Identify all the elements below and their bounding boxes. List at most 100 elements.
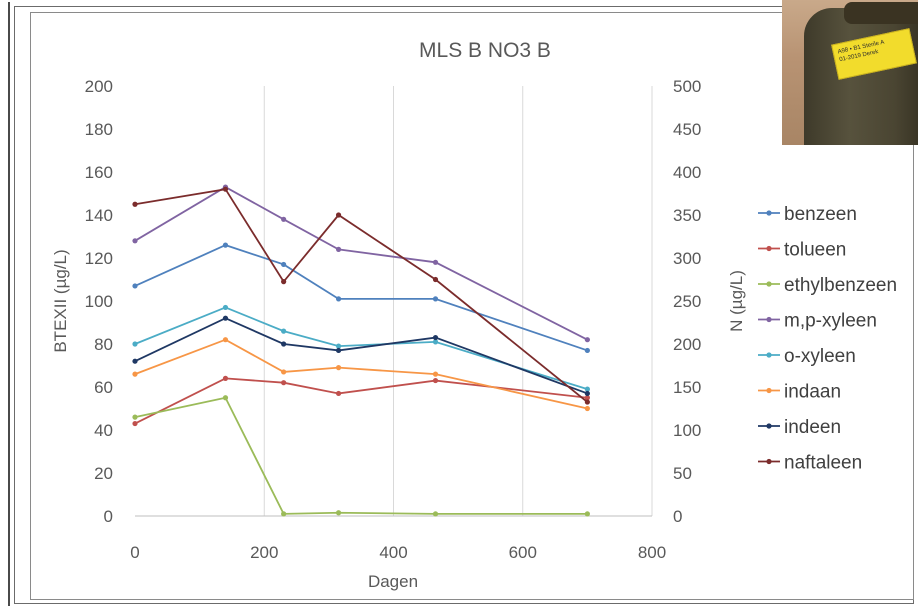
legend-marker-benzeen (766, 210, 772, 216)
legend-marker-m,p-xyleen (766, 316, 772, 323)
data-point-m,p-xyleen (281, 216, 287, 222)
data-point-ethylbenzeen (222, 395, 229, 401)
y2-axis-title: N (µg/L) (727, 270, 746, 332)
legend-marker-indeen (766, 423, 772, 429)
data-point-naftaleen (584, 399, 590, 405)
x-tick-label: 400 (379, 543, 407, 562)
data-point-naftaleen (132, 201, 138, 207)
legend-marker-tolueen (766, 245, 772, 252)
y-tick-label: 120 (85, 249, 113, 268)
data-point-benzeen (132, 283, 138, 289)
data-point-indeen (222, 315, 229, 321)
jar-label-text: A98 • B1 Sterile A 01-2019 Derek (837, 39, 885, 64)
data-point-indaan (432, 371, 439, 377)
data-point-benzeen (432, 296, 439, 302)
x-tick-label: 0 (130, 543, 139, 562)
y-tick-label: 0 (104, 507, 113, 526)
y-tick-label: 140 (85, 206, 113, 225)
y-tick-label: 180 (85, 120, 113, 139)
y-tick-label: 40 (94, 421, 113, 440)
data-point-o-xyleen (132, 341, 138, 347)
y-tick-label: 100 (85, 292, 113, 311)
legend-label: m,p-xyleen (784, 311, 877, 332)
y2-tick-label: 0 (673, 507, 682, 526)
data-point-indaan (132, 371, 138, 377)
y2-tick-label: 200 (673, 335, 701, 354)
data-point-indeen (584, 390, 590, 397)
legend-marker-o-xyleen (766, 352, 772, 358)
data-point-m,p-xyleen (584, 337, 590, 343)
series-line-indaan (134, 338, 588, 410)
series-line-o-xyleen (134, 306, 588, 391)
y-tick-label: 200 (85, 77, 113, 96)
slide-frame-inner (30, 12, 914, 600)
data-point-tolueen (132, 420, 138, 427)
y2-tick-label: 150 (673, 378, 701, 397)
data-point-naftaleen (281, 279, 287, 285)
y2-tick-label: 400 (673, 163, 701, 182)
series-line-tolueen (134, 377, 588, 425)
series-line-ethylbenzeen (134, 396, 588, 515)
jar-label: A98 • B1 Sterile A 01-2019 Derek (831, 28, 917, 80)
data-point-indaan (335, 365, 342, 371)
data-point-tolueen (222, 375, 229, 381)
data-point-indeen (281, 341, 287, 347)
y2-tick-label: 300 (673, 249, 701, 268)
data-point-o-xyleen (432, 339, 439, 345)
legend-label: o-xyleen (784, 346, 856, 367)
chart-title: MLS B NO3 B (419, 39, 551, 62)
data-point-m,p-xyleen (432, 259, 439, 265)
x-tick-label: 800 (638, 543, 666, 562)
data-point-ethylbenzeen (132, 414, 138, 420)
series-line-naftaleen (134, 188, 588, 403)
y-tick-label: 60 (94, 378, 113, 397)
x-axis-title: Dagen (368, 572, 418, 591)
data-point-o-xyleen (222, 304, 229, 311)
legend-label: indeen (784, 417, 841, 438)
data-point-naftaleen (222, 186, 229, 192)
y-tick-label: 80 (94, 335, 113, 354)
data-point-indaan (222, 337, 229, 343)
data-point-indaan (281, 369, 287, 375)
data-point-indeen (432, 334, 439, 341)
legend-marker-indaan (766, 387, 772, 394)
data-point-o-xyleen (584, 386, 590, 392)
data-point-benzeen (222, 242, 229, 248)
data-point-tolueen (432, 377, 439, 384)
data-point-indeen (132, 358, 138, 364)
data-point-m,p-xyleen (132, 238, 138, 244)
data-point-m,p-xyleen (335, 246, 342, 252)
jar-lid (844, 2, 918, 24)
y-tick-label: 160 (85, 163, 113, 182)
y2-tick-label: 250 (673, 292, 701, 311)
y2-tick-label: 50 (673, 464, 692, 483)
data-point-ethylbenzeen (335, 510, 342, 516)
series-line-m,p-xyleen (134, 186, 588, 341)
data-point-tolueen (281, 380, 287, 386)
data-point-ethylbenzeen (432, 511, 439, 517)
legend-marker-ethylbenzeen (766, 281, 772, 287)
x-tick-label: 200 (250, 543, 278, 562)
y2-tick-label: 100 (673, 421, 701, 440)
frame-left-bar (8, 2, 10, 606)
legend-label: indaan (784, 382, 841, 403)
data-point-naftaleen (432, 276, 439, 283)
series-line-benzeen (134, 244, 588, 352)
data-point-benzeen (281, 261, 287, 268)
legend-marker-naftaleen (766, 458, 772, 465)
sample-jar-photo: A98 • B1 Sterile A 01-2019 Derek (782, 0, 918, 145)
y-tick-label: 20 (94, 464, 113, 483)
data-point-o-xyleen (281, 328, 287, 334)
data-point-benzeen (584, 347, 590, 354)
data-point-ethylbenzeen (281, 511, 287, 517)
legend-label: ethylbenzeen (784, 275, 897, 296)
data-point-tolueen (584, 395, 590, 401)
data-point-naftaleen (335, 212, 342, 218)
legend-label: benzeen (784, 204, 857, 225)
series-line-indeen (134, 317, 588, 395)
data-point-indaan (584, 405, 590, 412)
data-point-tolueen (335, 390, 342, 397)
legend-label: naftaleen (784, 453, 862, 474)
y-axis-title: BTEXII (µg/L) (51, 249, 70, 352)
